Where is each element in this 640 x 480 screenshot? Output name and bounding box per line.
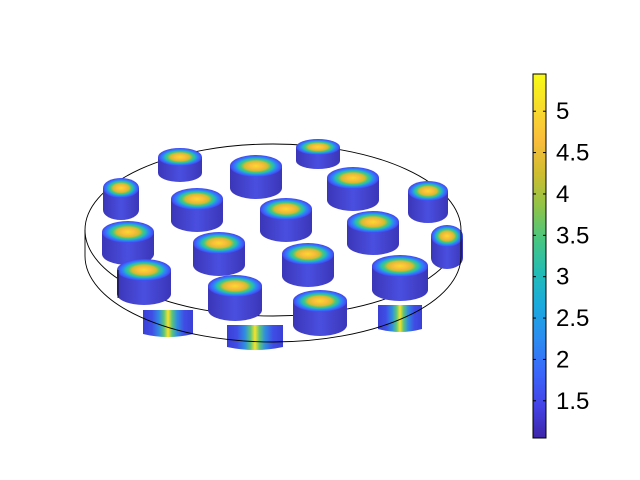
colorbar	[532, 73, 547, 439]
colorbar-tick-label: 5	[556, 98, 569, 125]
cylinder	[117, 259, 171, 305]
cylinder	[260, 198, 312, 242]
cylinder	[293, 290, 347, 336]
cylinder-side	[378, 305, 422, 332]
colorbar-tick-labels: 1.5 2 2.5 3 3.5 4 4.5 5	[556, 98, 589, 415]
cylinder-top	[282, 243, 334, 265]
cylinder-top	[347, 211, 399, 233]
cylinder-top	[431, 225, 463, 247]
colorbar-tick-label: 4.5	[556, 140, 589, 167]
colorbar-tick-label: 4	[556, 181, 569, 208]
cylinder	[230, 155, 282, 199]
cylinder-top	[158, 148, 202, 166]
disk-outline-front	[84, 230, 462, 343]
cylinder	[408, 181, 448, 223]
cylinder	[296, 139, 340, 169]
cylinder	[193, 232, 245, 276]
cylinder	[158, 148, 202, 182]
colorbar-tick-label: 2	[556, 346, 569, 373]
cylinder-top	[230, 155, 282, 177]
cylinder	[378, 305, 422, 332]
cylinder	[372, 255, 428, 301]
colorbar-tick-label: 2.5	[556, 305, 589, 332]
colorbar-gradient	[532, 73, 547, 439]
cylinder-top	[102, 221, 154, 243]
colorbar-tick-label: 1.5	[556, 388, 589, 415]
cylinder	[102, 221, 154, 265]
cylinder-top	[296, 139, 340, 155]
cylinder-top	[293, 290, 347, 312]
cylinder-top	[193, 232, 245, 254]
cylinder-array	[102, 139, 463, 350]
cylinder-top	[260, 198, 312, 220]
cylinder-top	[327, 167, 379, 189]
colorbar-tick-label: 3.5	[556, 222, 589, 249]
cylinder	[171, 188, 223, 232]
cylinder-top	[208, 275, 262, 297]
colorbar-tick-label: 3	[556, 264, 569, 291]
cylinder	[103, 178, 139, 220]
cylinder	[327, 167, 379, 211]
cylinder	[347, 211, 399, 255]
cylinder	[282, 243, 334, 287]
cylinder-top	[372, 255, 428, 277]
cylinder-top	[103, 178, 139, 198]
disk-bottom-rim	[84, 230, 462, 343]
cylinder	[143, 310, 193, 337]
cylinder-top	[171, 188, 223, 210]
cylinder	[208, 275, 262, 321]
cylinder-top	[117, 259, 171, 281]
cylinder-side	[227, 325, 283, 350]
cylinder-side	[143, 310, 193, 337]
cylinder-top	[408, 181, 448, 201]
cylinder	[227, 325, 283, 350]
cylinder	[431, 225, 463, 269]
